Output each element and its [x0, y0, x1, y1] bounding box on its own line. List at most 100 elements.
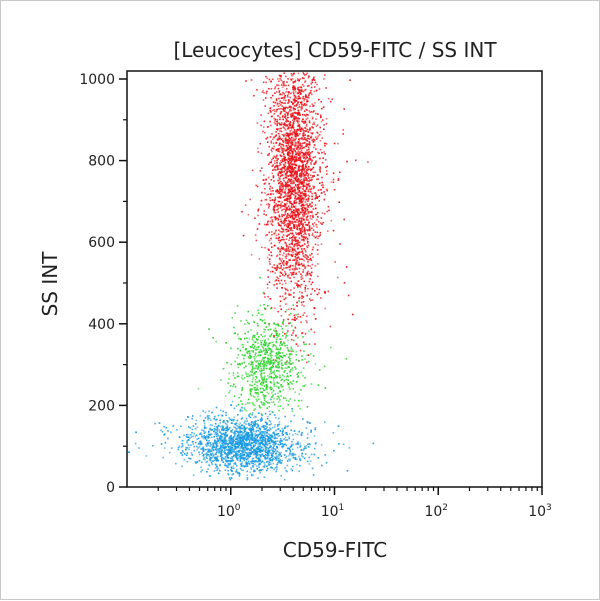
data-point	[266, 362, 269, 365]
data-point	[266, 90, 268, 93]
data-point	[259, 348, 262, 351]
data-point	[305, 179, 307, 182]
data-point	[272, 176, 275, 179]
data-point	[269, 360, 272, 363]
data-point	[310, 137, 312, 139]
data-point	[275, 375, 277, 378]
data-point	[269, 427, 271, 429]
data-point	[280, 437, 282, 440]
data-point	[283, 135, 285, 137]
data-point	[268, 182, 270, 185]
data-point	[293, 89, 295, 92]
data-point	[290, 188, 292, 190]
data-point	[267, 443, 269, 446]
data-point	[213, 470, 216, 472]
data-point	[275, 437, 277, 440]
data-point	[226, 362, 228, 364]
data-point	[246, 351, 248, 353]
data-point	[310, 162, 312, 164]
data-point	[249, 354, 251, 356]
data-point	[289, 264, 292, 267]
data-point	[299, 152, 301, 155]
data-point	[246, 321, 249, 324]
data-point	[285, 141, 287, 144]
data-point	[261, 419, 263, 421]
data-point	[287, 375, 290, 378]
data-point	[277, 132, 280, 135]
data-point	[254, 463, 256, 466]
data-point	[249, 413, 252, 415]
data-point	[264, 441, 266, 444]
data-point	[295, 137, 297, 140]
data-point	[265, 384, 268, 386]
data-point	[293, 168, 295, 170]
data-point	[301, 209, 304, 212]
data-point	[286, 208, 288, 211]
data-point	[299, 181, 301, 184]
data-point	[263, 328, 265, 331]
data-point	[296, 259, 299, 262]
data-point	[276, 122, 279, 125]
data-point	[224, 395, 227, 397]
data-point	[273, 108, 275, 111]
data-point	[330, 181, 333, 183]
data-point	[315, 161, 317, 164]
data-point	[278, 74, 281, 77]
data-point	[299, 156, 301, 159]
data-point	[239, 428, 241, 430]
data-point	[241, 432, 244, 435]
data-point	[289, 197, 291, 199]
data-point	[294, 130, 296, 133]
data-point	[317, 196, 319, 198]
data-point	[269, 220, 272, 223]
data-point	[278, 387, 280, 389]
data-point	[298, 430, 300, 433]
data-point	[278, 190, 281, 192]
data-point	[285, 172, 287, 175]
data-point	[230, 363, 233, 366]
data-point	[291, 189, 294, 192]
data-point	[262, 382, 265, 385]
data-point	[307, 287, 309, 290]
data-point	[295, 199, 297, 201]
data-point	[290, 136, 293, 139]
data-point	[265, 386, 268, 389]
data-point	[296, 463, 298, 466]
data-point	[282, 238, 284, 241]
data-point	[273, 211, 275, 214]
data-point	[279, 195, 282, 197]
data-point	[250, 425, 253, 428]
data-point	[291, 165, 293, 168]
data-point	[303, 236, 306, 238]
data-point	[299, 143, 301, 146]
data-point	[290, 143, 292, 145]
data-point	[248, 441, 250, 444]
data-point	[298, 159, 301, 161]
data-point	[264, 105, 266, 107]
data-point	[303, 160, 306, 163]
data-point	[304, 158, 307, 160]
data-point	[297, 92, 299, 94]
data-point	[280, 171, 282, 173]
data-point	[242, 344, 245, 346]
data-point	[301, 291, 303, 294]
data-point	[270, 161, 272, 164]
data-point	[305, 274, 307, 277]
data-point	[294, 111, 297, 114]
data-point	[259, 449, 261, 451]
data-point	[252, 457, 255, 460]
data-point	[284, 223, 287, 226]
data-point	[270, 179, 273, 181]
data-point	[313, 146, 315, 149]
data-point	[236, 447, 238, 449]
data-point	[314, 86, 316, 88]
data-point	[235, 471, 237, 473]
data-point	[251, 388, 253, 390]
data-point	[287, 132, 289, 135]
data-point	[262, 367, 265, 370]
data-point	[294, 86, 296, 88]
data-point	[317, 237, 319, 240]
data-point	[266, 402, 269, 404]
data-point	[282, 247, 284, 249]
data-point	[302, 385, 304, 387]
